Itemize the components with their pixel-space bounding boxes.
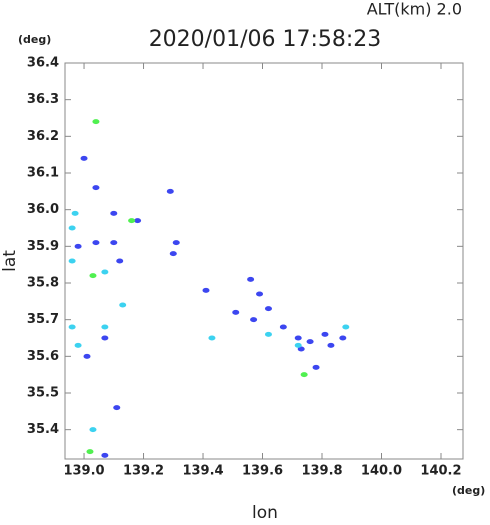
x-tick-label: 140.0	[361, 464, 402, 479]
y-tick-label: 36.2	[27, 129, 59, 144]
echo-point	[110, 240, 118, 246]
echo-point	[74, 243, 82, 249]
echo-point	[339, 335, 347, 341]
chart-title: 2020/01/06 17:58:23	[149, 27, 382, 52]
echo-point	[101, 269, 109, 275]
echo-point	[101, 452, 109, 458]
echo-point	[166, 188, 174, 194]
echo-point	[101, 335, 109, 341]
echo-point	[89, 427, 97, 433]
x-tick-label: 139.8	[301, 464, 342, 479]
x-tick-label: 139.0	[63, 464, 104, 479]
echo-point	[294, 342, 302, 348]
echo-point	[300, 372, 308, 378]
y-tick-label: 36.3	[27, 92, 59, 107]
echo-point	[71, 210, 79, 216]
y-tick-label: 36.0	[27, 202, 59, 217]
y-axis-label: lat	[0, 250, 20, 272]
y-tick-label: 35.6	[27, 349, 59, 364]
echo-point	[247, 276, 255, 282]
y-tick-label: 35.5	[27, 386, 59, 401]
echo-point	[74, 342, 82, 348]
y-unit: (deg)	[18, 33, 51, 46]
echo-point	[116, 258, 124, 264]
echo-point	[92, 185, 100, 191]
echo-point	[250, 317, 258, 323]
echo-point	[202, 287, 210, 293]
echo-point	[89, 273, 97, 279]
echo-point	[113, 405, 121, 411]
echo-point	[68, 258, 76, 264]
x-tick-label: 140.2	[420, 464, 461, 479]
echo-point	[232, 309, 240, 315]
x-tick-label: 139.4	[182, 464, 223, 479]
echo-point	[321, 331, 329, 337]
echo-point	[279, 324, 287, 330]
echo-point	[264, 306, 272, 312]
echo-point	[86, 449, 94, 455]
y-tick-label: 36.4	[27, 56, 59, 71]
echo-point	[256, 291, 264, 297]
echo-point	[83, 353, 91, 359]
plot-frame	[64, 62, 464, 460]
echo-point	[306, 339, 314, 345]
echo-point	[208, 335, 216, 341]
echo-point	[342, 324, 350, 330]
echo-point	[294, 335, 302, 341]
echo-point	[169, 251, 177, 257]
echo-point	[264, 331, 272, 337]
echo-point	[172, 240, 180, 246]
echo-point	[101, 324, 109, 330]
echo-point	[312, 364, 320, 370]
x-tick-label: 139.2	[123, 464, 164, 479]
echo-point	[327, 342, 335, 348]
echo-point	[92, 119, 100, 125]
x-tick-label: 139.6	[242, 464, 283, 479]
echo-point	[134, 218, 142, 224]
y-tick-label: 35.4	[27, 422, 59, 437]
y-tick-label: 35.7	[27, 312, 59, 327]
y-tick-label: 36.1	[27, 166, 59, 181]
echo-point	[128, 218, 136, 224]
echo-point	[297, 346, 305, 352]
x-unit: (deg)	[452, 484, 485, 497]
x-axis-label: lon	[252, 503, 278, 521]
echo-point	[68, 225, 76, 231]
y-tick-label: 35.9	[27, 239, 59, 254]
y-tick-label: 35.8	[27, 276, 59, 291]
echo-point	[68, 324, 76, 330]
echo-point	[119, 302, 127, 308]
echo-point	[92, 240, 100, 246]
echo-point	[110, 210, 118, 216]
annotation: ALT(km) 2.0	[367, 0, 462, 19]
echo-point	[80, 155, 88, 161]
